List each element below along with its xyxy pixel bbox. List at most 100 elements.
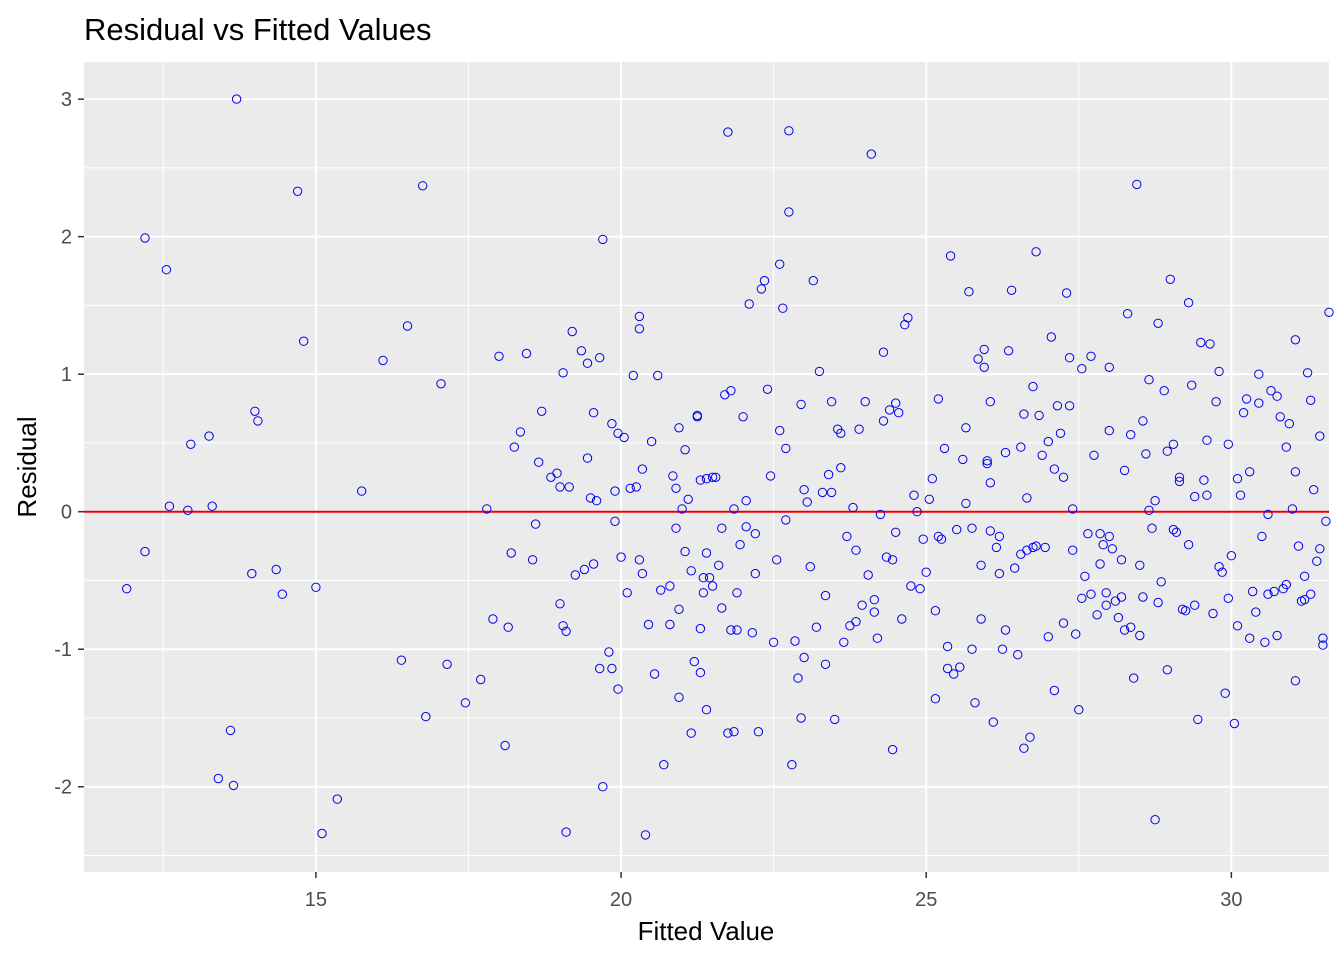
data-point <box>726 386 736 396</box>
data-point <box>555 482 565 492</box>
data-point <box>775 259 785 269</box>
data-point <box>1037 450 1047 460</box>
data-point <box>1214 366 1224 377</box>
data-point <box>775 425 785 436</box>
data-point <box>671 523 681 533</box>
data-point <box>1068 504 1078 514</box>
data-point <box>665 619 675 630</box>
data-point <box>668 471 678 481</box>
data-point <box>826 397 837 407</box>
data-point <box>1055 428 1066 438</box>
data-point <box>186 439 196 449</box>
data-point <box>964 287 974 297</box>
data-point <box>826 487 837 498</box>
data-point <box>1043 436 1054 447</box>
y-tick-label: 0 <box>61 502 72 524</box>
data-point <box>1187 380 1197 390</box>
data-point <box>1138 592 1148 602</box>
data-point <box>1238 408 1249 418</box>
y-axis-label: Residual <box>12 416 42 517</box>
data-point <box>253 416 263 426</box>
data-point <box>643 619 654 630</box>
data-point <box>836 428 846 438</box>
x-tick-label: 25 <box>915 889 937 911</box>
data-point <box>1205 339 1215 349</box>
data-point <box>1013 650 1023 660</box>
data-point <box>781 443 791 454</box>
data-point <box>887 744 898 755</box>
data-point <box>674 423 684 433</box>
data-point <box>1165 274 1176 284</box>
data-point <box>1129 673 1139 683</box>
data-point <box>1083 529 1093 539</box>
data-point <box>619 432 629 443</box>
data-point <box>1077 593 1087 603</box>
data-point <box>610 516 620 526</box>
data-point <box>1263 509 1273 520</box>
data-point <box>1049 464 1060 474</box>
data-point <box>936 534 947 544</box>
data-point <box>1016 549 1026 559</box>
data-point <box>1153 597 1163 608</box>
data-point <box>579 564 590 575</box>
data-point <box>1290 467 1301 477</box>
data-point <box>1019 743 1029 753</box>
data-point <box>1306 589 1316 599</box>
data-point <box>994 531 1005 542</box>
data-point <box>961 498 971 509</box>
data-point <box>1290 676 1301 686</box>
data-point <box>582 453 593 463</box>
data-point <box>1101 600 1111 610</box>
data-point <box>1223 439 1234 449</box>
data-point <box>1101 588 1111 598</box>
data-point <box>659 760 669 770</box>
data-point <box>732 625 742 635</box>
data-point <box>1086 589 1096 599</box>
data-point <box>933 394 944 404</box>
data-point <box>714 560 724 570</box>
data-point <box>1025 732 1035 742</box>
data-point <box>228 780 239 791</box>
data-point <box>732 588 742 598</box>
data-point <box>1284 419 1295 429</box>
data-point <box>1190 491 1200 502</box>
data-point <box>674 604 684 614</box>
data-point <box>704 573 715 583</box>
data-point <box>140 233 150 243</box>
data-point <box>909 490 919 500</box>
data-point <box>985 478 995 488</box>
data-point <box>711 472 721 482</box>
data-point <box>1315 544 1325 554</box>
data-point <box>509 442 519 452</box>
data-point <box>723 728 733 738</box>
data-point <box>860 397 870 407</box>
data-point <box>680 546 690 557</box>
data-point <box>1245 467 1255 477</box>
data-point <box>942 663 953 674</box>
data-point <box>866 149 876 159</box>
data-point <box>1162 665 1173 675</box>
data-point <box>1022 493 1032 503</box>
data-point <box>567 326 577 337</box>
data-point <box>1122 309 1133 319</box>
data-point <box>1104 531 1115 542</box>
data-point <box>1183 540 1194 550</box>
data-point <box>1147 523 1157 533</box>
data-point <box>735 540 745 550</box>
data-point <box>604 647 614 657</box>
data-point <box>1232 621 1243 631</box>
data-point <box>851 617 861 627</box>
data-point <box>1299 595 1310 605</box>
data-point <box>555 599 565 609</box>
data-point <box>985 397 995 407</box>
data-point <box>1104 362 1115 372</box>
data-point <box>506 548 516 558</box>
x-tick-label: 15 <box>305 889 327 911</box>
data-point <box>1171 527 1182 537</box>
data-point <box>793 673 803 683</box>
data-point <box>588 408 599 418</box>
data-point <box>1263 589 1273 599</box>
data-point <box>436 379 446 389</box>
data-point <box>674 692 684 702</box>
data-point <box>494 351 504 361</box>
